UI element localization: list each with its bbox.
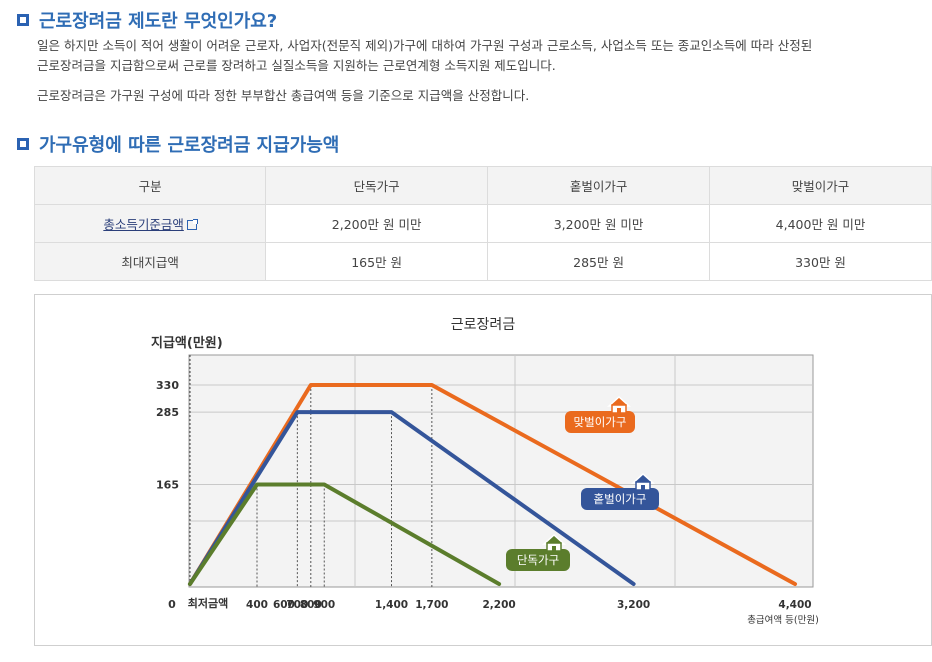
- y-tick-label: 330: [156, 379, 179, 392]
- y-tick-label: 285: [156, 406, 179, 419]
- x-tick-label: 600: [273, 599, 295, 611]
- house-icon: [542, 533, 566, 552]
- external-link-icon[interactable]: [186, 219, 198, 230]
- table-header-category: 구분: [33, 166, 267, 205]
- table-header-dual-earner: 맞벌이가구: [709, 166, 932, 205]
- earned-income-chart: 근로장려금 지급액(만원) 총급여액 등(만원) 0 최저금액 165 285 33…: [151, 317, 819, 626]
- table-cell: 165만 원: [265, 242, 489, 281]
- total-income-criteria-link[interactable]: 총소득기준금액: [103, 217, 184, 232]
- section2-title: 가구유형에 따른 근로장려금 지급가능액: [39, 135, 340, 156]
- minimum-amount-label: 최저금액: [188, 596, 228, 610]
- x-tick-label: 1,400: [375, 599, 408, 611]
- series-label-text: 맞벌이가구: [574, 415, 627, 429]
- intro-line-1: 일은 하지만 소득이 적어 생활이 어려운 근로자, 사업자(전문직 제외)가구…: [37, 38, 813, 53]
- series-line: [188, 482, 502, 586]
- series-label-text: 홑벌이가구: [594, 492, 647, 506]
- x-tick-label: 4,400: [778, 599, 811, 611]
- origin-label: 0: [168, 598, 176, 611]
- x-tick-label: 800: [300, 599, 322, 611]
- table-cell: 285만 원: [487, 242, 711, 281]
- x-axis-label: 총급여액 등(만원): [747, 614, 819, 626]
- y-axis-label: 지급액(만원): [151, 335, 223, 351]
- square-bullet-icon: [17, 138, 29, 150]
- table-header-single-earner: 홑벌이가구: [487, 166, 711, 205]
- table-cell: 2,200만 원 미만: [265, 204, 489, 243]
- link-label: 총소득기준금액: [103, 217, 184, 232]
- intro-paragraph: 일은 하지만 소득이 적어 생활이 어려운 근로자, 사업자(전문직 제외)가구…: [37, 36, 917, 76]
- table-row: 총소득기준금액 2,200만 원 미만 3,200만 원 미만 4,400만 원…: [33, 204, 932, 243]
- x-tick-label: 2,200: [482, 599, 515, 611]
- series-label-badge: [581, 488, 659, 510]
- square-bullet-icon: [17, 14, 29, 26]
- x-tick-label: 3,200: [617, 599, 650, 611]
- criteria-paragraph: 근로장려금은 가구원 구성에 따라 정한 부부합산 총급여액 등을 기준으로 지…: [37, 88, 530, 103]
- x-tick-label: 1,700: [415, 599, 448, 611]
- section1-title: 근로장려금 제도란 무엇인가요?: [39, 11, 278, 32]
- table-row: 최대지급액 165만 원 285만 원 330만 원: [33, 242, 932, 281]
- section1-heading: 근로장려금 제도란 무엇인가요?: [17, 7, 277, 33]
- x-tick-label: 700: [286, 599, 308, 611]
- x-tick-label: 900: [313, 599, 335, 611]
- series-label-badge: [565, 411, 635, 433]
- intro-line-2: 근로장려금을 지급함으로써 근로를 장려하고 실질소득을 지원하는 근로연계형 …: [37, 58, 556, 73]
- house-door: [641, 485, 645, 490]
- chart-panel: 근로장려금 지급액(만원) 총급여액 등(만원) 0 최저금액 165 285 33…: [34, 294, 932, 646]
- x-tick-label: 400: [246, 599, 268, 611]
- series-label-text: 단독가구: [517, 553, 559, 567]
- table-row-label: 최대지급액: [33, 242, 267, 281]
- series-label: 홑벌이가구: [581, 472, 659, 510]
- series-label-badge: [506, 549, 570, 571]
- series-line: [188, 410, 636, 586]
- y-tick-label: 165: [156, 479, 179, 492]
- series-label: 단독가구: [506, 533, 570, 571]
- series-label: 맞벌이가구: [565, 395, 635, 433]
- chart-title: 근로장려금: [451, 317, 516, 333]
- table-header-row: 구분 단독가구 홑벌이가구 맞벌이가구: [33, 166, 932, 205]
- section2-heading: 가구유형에 따른 근로장려금 지급가능액: [17, 131, 339, 157]
- table-header-single: 단독가구: [265, 166, 489, 205]
- table-cell: 3,200만 원 미만: [487, 204, 711, 243]
- house-door: [617, 408, 621, 413]
- amount-table: 구분 단독가구 홑벌이가구 맞벌이가구 총소득기준금액 2,200만 원 미만 …: [33, 166, 932, 281]
- plot-area: [188, 354, 814, 588]
- table-cell: 4,400만 원 미만: [709, 204, 932, 243]
- house-door: [552, 546, 556, 551]
- table-cell: 330만 원: [709, 242, 932, 281]
- table-row-label: 총소득기준금액: [33, 204, 267, 243]
- house-icon: [631, 472, 655, 491]
- house-icon: [607, 395, 631, 414]
